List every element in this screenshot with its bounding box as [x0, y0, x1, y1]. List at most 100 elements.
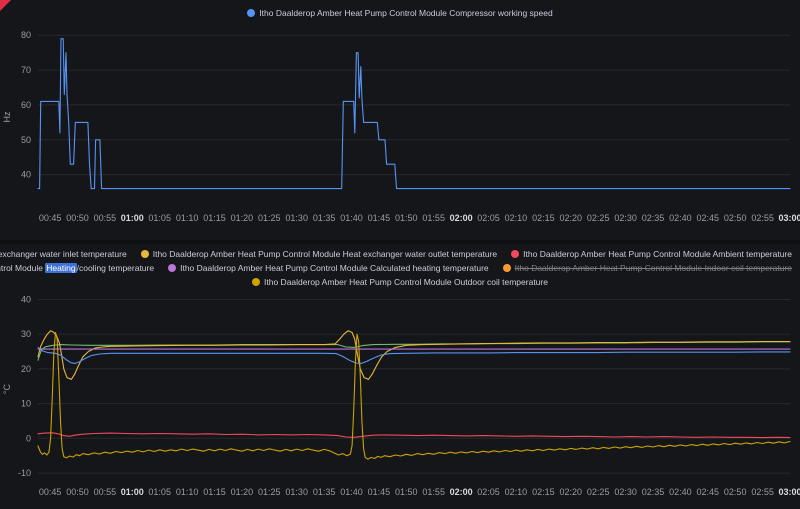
y-tick-label: 50 [21, 135, 31, 145]
compressor-speed-panel: Itho Daalderop Amber Heat Pump Control M… [0, 0, 800, 240]
x-tick-label: 01:15 [203, 213, 226, 223]
x-tick-label: 03:00 [778, 487, 800, 497]
series-line [37, 432, 791, 439]
y-tick-label: 20 [21, 364, 31, 374]
x-tick-label: 01:05 [148, 213, 171, 223]
x-tick-label: 00:55 [94, 487, 117, 497]
series-color-dot-icon [252, 278, 261, 286]
y-tick-label: -10 [18, 468, 31, 478]
series-color-dot-icon [247, 9, 256, 17]
x-tick-label: 02:05 [477, 487, 500, 497]
temperatures-legend: mp Control Module Heat exchanger water i… [0, 244, 800, 290]
x-tick-label: 01:35 [313, 487, 336, 497]
x-tick-label: 02:55 [751, 487, 774, 497]
x-tick-label: 00:45 [39, 213, 62, 223]
legend-item[interactable]: Heat Pump Control Module Heating/cooling… [0, 263, 154, 273]
temperatures-chart[interactable]: -10 0 10 20 30 40 00:45 00:50 00:55 01:00 01:05 01:… [0, 290, 800, 509]
legend-item[interactable]: Itho Daalderop Amber Heat Pump Control M… [511, 249, 792, 259]
legend-label: Itho Daalderop Amber Heat Pump Control M… [523, 249, 792, 259]
x-tick-label: 01:30 [285, 487, 308, 497]
y-tick-label: 40 [21, 295, 31, 305]
legend-item[interactable]: Itho Daalderop Amber Heat Pump Control M… [140, 249, 498, 259]
legend-item[interactable]: mp Control Module Heat exchanger water i… [0, 249, 127, 259]
legend-item[interactable]: Itho Daalderop Amber Heat Pump Control M… [252, 277, 548, 287]
series-line [37, 330, 791, 380]
series-line [37, 38, 791, 190]
x-tick-label: 02:35 [642, 487, 665, 497]
x-tick-label: 00:45 [39, 487, 62, 497]
x-tick-label: 00:50 [66, 487, 89, 497]
x-tick-label: 01:45 [368, 487, 391, 497]
legend-label: Itho Daalderop Amber Heat Pump Control M… [152, 249, 498, 259]
x-tick-label: 02:00 [450, 213, 473, 223]
x-tick-label: 01:55 [422, 213, 445, 223]
legend-row: mp Control Module Heat exchanger water i… [0, 247, 800, 261]
y-tick-label: 10 [21, 399, 31, 409]
x-tick-label: 02:15 [532, 487, 555, 497]
x-tick-label: 02:55 [751, 213, 774, 223]
x-tick-label: 02:20 [560, 213, 583, 223]
x-tick-label: 01:40 [340, 487, 363, 497]
legend-item[interactable]: Itho Daalderop Amber Heat Pump Control M… [168, 263, 489, 273]
compressor-legend: Itho Daalderop Amber Heat Pump Control M… [0, 0, 800, 24]
x-tick-label: 01:45 [368, 213, 391, 223]
x-tick-label: 02:40 [669, 487, 692, 497]
x-tick-label: 02:15 [532, 213, 555, 223]
x-tick-label: 01:10 [176, 487, 199, 497]
x-tick-label: 02:35 [642, 213, 665, 223]
find-match-highlight: Heating [45, 263, 77, 273]
x-tick-label: 01:25 [258, 213, 281, 223]
x-tick-label: 02:30 [614, 487, 637, 497]
x-tick-label: 00:50 [66, 213, 89, 223]
x-tick-label: 02:05 [477, 213, 500, 223]
panel-error-corner-icon[interactable] [0, 0, 11, 11]
x-tick-label: 01:25 [258, 487, 281, 497]
y-tick-label: 60 [21, 100, 31, 110]
series-color-dot-icon [502, 264, 511, 272]
x-tick-label: 01:50 [395, 487, 418, 497]
y-tick-label: 30 [21, 329, 31, 339]
x-tick-label: 01:15 [203, 487, 226, 497]
legend-label: Itho Daalderop Amber Heat Pump Control M… [264, 277, 548, 287]
x-tick-label: 02:50 [724, 487, 747, 497]
x-tick-label: 01:00 [121, 213, 144, 223]
series-color-dot-icon [168, 264, 177, 272]
legend-label: Heat Pump Control Module Heating/cooling… [0, 263, 155, 273]
x-tick-label: 01:50 [395, 213, 418, 223]
x-tick-label: 02:25 [587, 487, 610, 497]
compressor-speed-chart[interactable]: 40 50 60 70 80 00:45 00:50 00:55 01:00 01:05 01:10… [0, 24, 800, 240]
x-tick-label: 02:30 [614, 213, 637, 223]
series-line [37, 346, 791, 364]
x-tick-label: 01:20 [231, 487, 254, 497]
legend-label: Itho Daalderop Amber Heat Pump Control M… [514, 263, 792, 273]
x-tick-label: 01:05 [148, 487, 171, 497]
x-tick-label: 02:40 [669, 213, 692, 223]
series-color-dot-icon [140, 250, 149, 258]
legend-label: Itho Daalderop Amber Heat Pump Control M… [180, 263, 489, 273]
x-tick-label: 01:10 [176, 213, 199, 223]
y-tick-label: 40 [21, 170, 31, 180]
x-tick-label: 01:55 [422, 487, 445, 497]
x-tick-label: 02:45 [697, 213, 720, 223]
legend-label: Itho Daalderop Amber Heat Pump Control M… [259, 8, 553, 18]
x-tick-label: 01:30 [285, 213, 308, 223]
x-tick-label: 01:20 [231, 213, 254, 223]
y-tick-label: 0 [26, 433, 31, 443]
legend-label: mp Control Module Heat exchanger water i… [0, 249, 127, 259]
x-tick-label: 02:45 [697, 487, 720, 497]
legend-row: Itho Daalderop Amber Heat Pump Control M… [0, 275, 800, 289]
x-tick-label: 00:55 [94, 213, 117, 223]
x-tick-label: 02:00 [450, 487, 473, 497]
x-tick-label: 02:50 [724, 213, 747, 223]
series-line [37, 331, 791, 460]
temperatures-panel: mp Control Module Heat exchanger water i… [0, 244, 800, 509]
legend-row: Itho Daalderop Amber Heat Pump Control M… [0, 6, 800, 20]
legend-item[interactable]: Itho Daalderop Amber Heat Pump Control M… [247, 8, 553, 18]
x-tick-label: 02:10 [505, 487, 528, 497]
legend-row: Heat Pump Control Module Heating/cooling… [0, 261, 800, 275]
legend-item[interactable]: Itho Daalderop Amber Heat Pump Control M… [502, 263, 792, 273]
x-tick-label: 01:35 [313, 213, 336, 223]
x-tick-label: 01:40 [340, 213, 363, 223]
x-tick-label: 02:10 [505, 213, 528, 223]
x-tick-label: 03:00 [778, 213, 800, 223]
